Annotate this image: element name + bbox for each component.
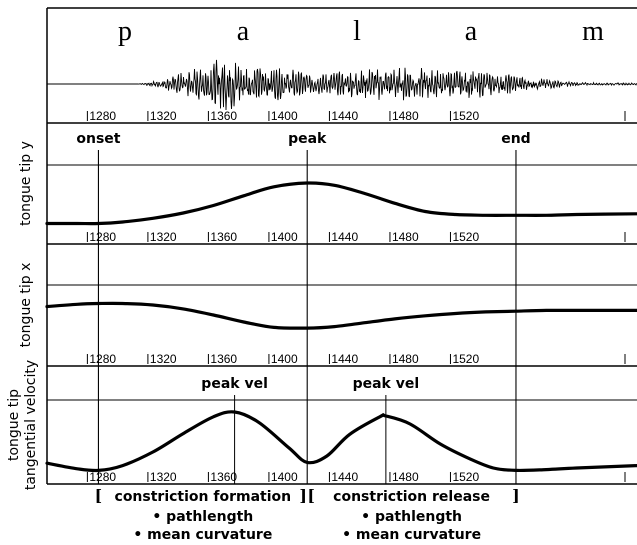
- panel-frames: [46, 7, 637, 485]
- trajectory-line: [45, 410, 637, 473]
- interval-close-bracket: ]: [512, 486, 520, 505]
- trajectory-line: [45, 301, 637, 330]
- x-tick-label: 1440: [331, 470, 358, 484]
- waveform-trace: [47, 59, 637, 111]
- x-tick-label: 1280: [89, 470, 116, 484]
- x-tick-label: 1320: [150, 470, 177, 484]
- x-tick-label: 1400: [271, 109, 298, 123]
- x-tick-labels: 1280 1320 1360 1400 1440 1480 1520 1280 1320 1360…: [86, 109, 626, 484]
- x-tick-label: 1520: [452, 109, 479, 123]
- x-tick-label: 1520: [452, 470, 479, 484]
- segment-label: p: [118, 16, 132, 47]
- y-axis-label: tongue tip x: [18, 263, 34, 348]
- interval-measure: • mean curvature: [133, 527, 272, 543]
- x-tick-label: 1280: [89, 109, 116, 123]
- x-tick-label: 1480: [392, 352, 419, 366]
- x-tick-label: 1360: [210, 230, 237, 244]
- x-tick-label: 1360: [210, 352, 237, 366]
- x-tick-label: 1280: [89, 230, 116, 244]
- interval-title: constriction release: [333, 489, 490, 505]
- trajectory-curves: [45, 181, 637, 473]
- x-tick-label: 1400: [271, 352, 298, 366]
- event-end-label: end: [501, 131, 530, 147]
- panel-labels: p a l a m tongue tip y tongue tip x tongue tip t…: [6, 16, 604, 490]
- interval-measure: • pathlength: [361, 509, 462, 525]
- trajectory-line: [45, 181, 637, 226]
- interval-open-bracket: [: [307, 486, 315, 505]
- interval-measure: • mean curvature: [342, 527, 481, 543]
- x-tick-label: 1480: [392, 230, 419, 244]
- segment-label: a: [237, 16, 250, 47]
- x-tick-label: 1320: [150, 352, 177, 366]
- interval-open-bracket: [: [95, 486, 103, 505]
- x-tick-label: 1280: [89, 352, 116, 366]
- y-axis-label: tangential velocity: [23, 360, 39, 490]
- interval-close-bracket: ]: [299, 486, 307, 505]
- interval-measure: • pathlength: [152, 509, 253, 525]
- segment-label: l: [353, 16, 361, 47]
- x-tick-label: 1520: [452, 352, 479, 366]
- x-tick-label: 1320: [150, 230, 177, 244]
- y-axis-label: tongue tip y: [18, 141, 34, 226]
- interval-title: constriction formation: [115, 489, 292, 505]
- event-peak-label: peak: [288, 131, 327, 147]
- x-tick-label: 1360: [210, 470, 237, 484]
- x-tick-label: 1520: [452, 230, 479, 244]
- x-tick-label: 1440: [331, 230, 358, 244]
- segment-label: m: [582, 16, 604, 47]
- peak-vel-label: peak vel: [201, 376, 268, 392]
- peak-vel-label: peak vel: [353, 376, 420, 392]
- interval-annotations: [] constriction formation • pathlength • me…: [95, 486, 520, 543]
- x-tick-label: 1480: [392, 109, 419, 123]
- x-tick-label: 1440: [331, 352, 358, 366]
- x-tick-label: 1320: [150, 109, 177, 123]
- event-markers: peak vel peak vel onset peak end: [76, 131, 531, 484]
- event-onset-label: onset: [76, 131, 120, 147]
- x-tick-label: 1400: [271, 230, 298, 244]
- x-tick-label: 1480: [392, 470, 419, 484]
- y-axis-label: tongue tip: [6, 389, 22, 461]
- segment-label: a: [465, 16, 478, 47]
- x-tick-label: 1440: [331, 109, 358, 123]
- acoustic-waveform: [47, 59, 637, 111]
- x-tick-label: 1400: [271, 470, 298, 484]
- x-tick-label: 1360: [210, 109, 237, 123]
